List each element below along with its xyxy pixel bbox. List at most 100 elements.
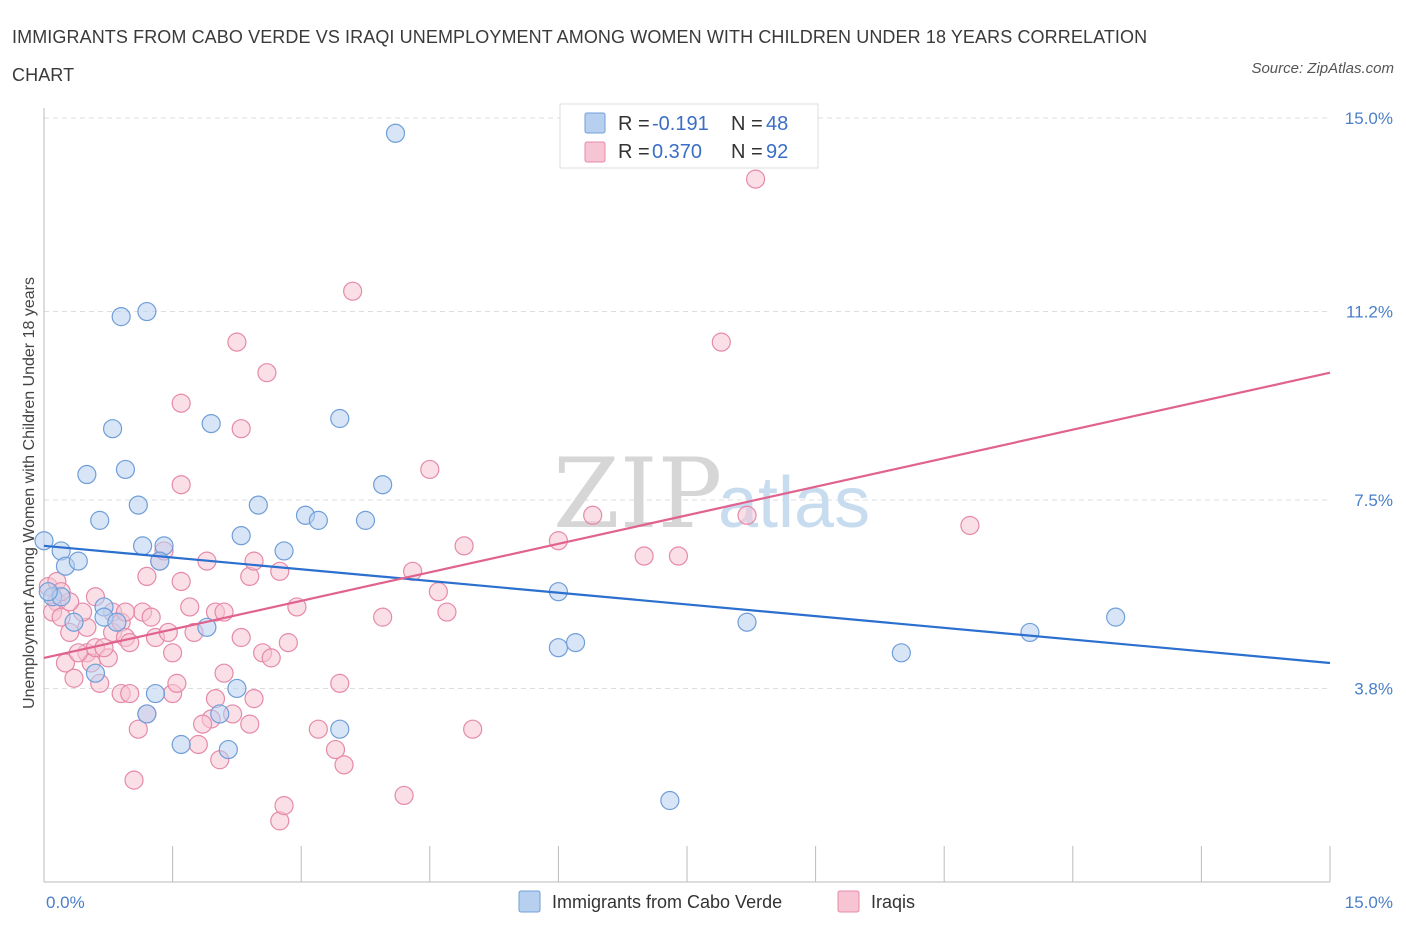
x-tick-label-min: 0.0%	[46, 893, 85, 912]
bottom-legend-label-iraqis: Iraqis	[871, 892, 915, 912]
bottom-legend: Immigrants from Cabo Verde Iraqis	[518, 890, 915, 913]
cabo-verde-point-47	[38, 582, 58, 602]
iraqis-point-68	[454, 536, 474, 556]
iraqis-point-87	[745, 169, 766, 189]
cabo-verde-point-20	[137, 301, 157, 322]
bottom-legend-swatch-blue	[518, 890, 541, 913]
cabo-verde-point-25	[201, 414, 221, 434]
iraqis-point-84	[668, 546, 689, 566]
iraqis-point-58	[325, 739, 346, 760]
cabo-verde-trendline	[43, 544, 1331, 665]
legend-n-value-2: 92	[766, 141, 788, 163]
cabo-verde-point-16	[132, 536, 153, 556]
iraqis-point-86	[737, 505, 757, 525]
cabo-verde-point-22	[137, 704, 157, 724]
x-tick-label-max: 15.0%	[1345, 893, 1393, 912]
cabo-verde-point-40	[548, 638, 569, 658]
legend-r-value-2: 0.370	[652, 141, 702, 163]
iraqis-point-82	[583, 505, 603, 525]
iraqis-point-60	[334, 755, 354, 775]
iraqis-point-51	[261, 648, 281, 668]
cabo-verde-point-31	[274, 541, 294, 561]
bottom-legend-label-cabo-verde: Immigrants from Cabo Verde	[552, 892, 782, 912]
cabo-verde-point-19	[111, 307, 131, 327]
legend-r-label-1: R =	[618, 113, 650, 135]
axes	[43, 108, 1331, 883]
iraqis-point-73	[94, 638, 114, 658]
cabo-verde-point-14	[115, 459, 136, 480]
gridlines	[44, 117, 1330, 689]
iraqis-point-62	[373, 607, 393, 627]
cabo-verde-point-11	[77, 464, 97, 485]
cabo-verde-point-41	[565, 633, 586, 653]
iraqis-point-81	[548, 531, 569, 551]
legend-n-value-1: 48	[766, 113, 788, 135]
legend-swatch-blue	[584, 112, 606, 134]
iraqis-point-41	[214, 663, 234, 683]
iraqis-point-33	[180, 597, 200, 617]
cabo-verde-point-44	[891, 643, 911, 663]
iraqis-trendline	[43, 371, 1331, 659]
cabo-verde-point-42	[660, 790, 680, 811]
iraqis-point-29	[171, 571, 191, 592]
cabo-verde-point-33	[308, 510, 328, 530]
iraqis-point-44	[231, 419, 251, 439]
iraqis-point-35	[188, 734, 208, 755]
iraqis-point-57	[308, 719, 328, 739]
iraqis-point-69	[463, 719, 483, 739]
iraqis-point-30	[167, 673, 187, 693]
y-tick-label-2: 11.2%	[1346, 303, 1393, 322]
legend-n-label-1: N =	[731, 113, 763, 135]
y-tick-label-0: 3.8%	[1354, 679, 1393, 698]
iraqis-point-89	[244, 689, 264, 709]
cabo-verde-point-29	[218, 739, 238, 760]
iraqis-point-50	[257, 363, 277, 383]
y-tick-label-1: 7.5%	[1354, 491, 1393, 510]
bottom-legend-swatch-pink	[837, 890, 860, 913]
cabo-verde-point-45	[1020, 622, 1040, 643]
cabo-verde-point-6	[64, 612, 84, 632]
iraqis-point-19	[128, 719, 148, 739]
iraqis-point-6	[64, 668, 84, 688]
cabo-verde-point-23	[171, 734, 191, 755]
cabo-verde-point-15	[128, 495, 148, 515]
iraqis-point-27	[163, 643, 183, 663]
cabo-verde-point-46	[1106, 607, 1126, 627]
cabo-verde-point-3	[68, 551, 88, 571]
trendlines	[43, 371, 1331, 665]
legend-n-label-2: N =	[731, 141, 763, 163]
cabo-verde-point-27	[227, 678, 247, 699]
iraqis-point-48	[244, 551, 264, 571]
iraqis-point-65	[420, 459, 440, 480]
iraqis-point-61	[343, 281, 363, 301]
cabo-verde-point-12	[90, 510, 110, 530]
iraqis-point-67	[437, 602, 457, 622]
iraqis-point-83	[634, 546, 654, 566]
cabo-verde-point-28	[231, 526, 251, 546]
iraqis-point-45	[231, 627, 251, 648]
iraqis-point-31	[171, 475, 191, 495]
cabo-verde-point-10	[107, 612, 127, 632]
y-axis-label: Unemployment Among Women with Children U…	[21, 277, 38, 709]
watermark-zip: ZIP	[553, 438, 722, 550]
iraqis-point-22	[137, 566, 157, 587]
iraqis-point-54	[274, 795, 294, 816]
iraqis-point-32	[171, 393, 191, 413]
iraqis-point-18	[120, 683, 140, 704]
iraqis-point-47	[240, 714, 260, 734]
cabo-verde-point-30	[248, 495, 268, 515]
y-tick-labels: 3.8% 7.5% 11.2% 15.0%	[1345, 109, 1393, 698]
cabo-verde-point-13	[102, 419, 123, 439]
chart-title: IMMIGRANTS FROM CABO VERDE VS IRAQI UNEM…	[12, 27, 1148, 85]
legend: R = -0.191 N = 48 R = 0.370 N = 92	[559, 103, 819, 169]
cabo-verde-point-7	[85, 663, 106, 683]
cabo-verde-point-26	[210, 704, 230, 724]
legend-swatch-pink	[584, 141, 606, 163]
iraqis-point-70	[124, 770, 144, 790]
iraqis-point-85	[711, 332, 731, 352]
iraqis-point-52	[270, 561, 290, 581]
iraqis-point-43	[227, 332, 247, 352]
iraqis-point-55	[278, 633, 298, 653]
iraqis-point-91	[193, 714, 213, 734]
